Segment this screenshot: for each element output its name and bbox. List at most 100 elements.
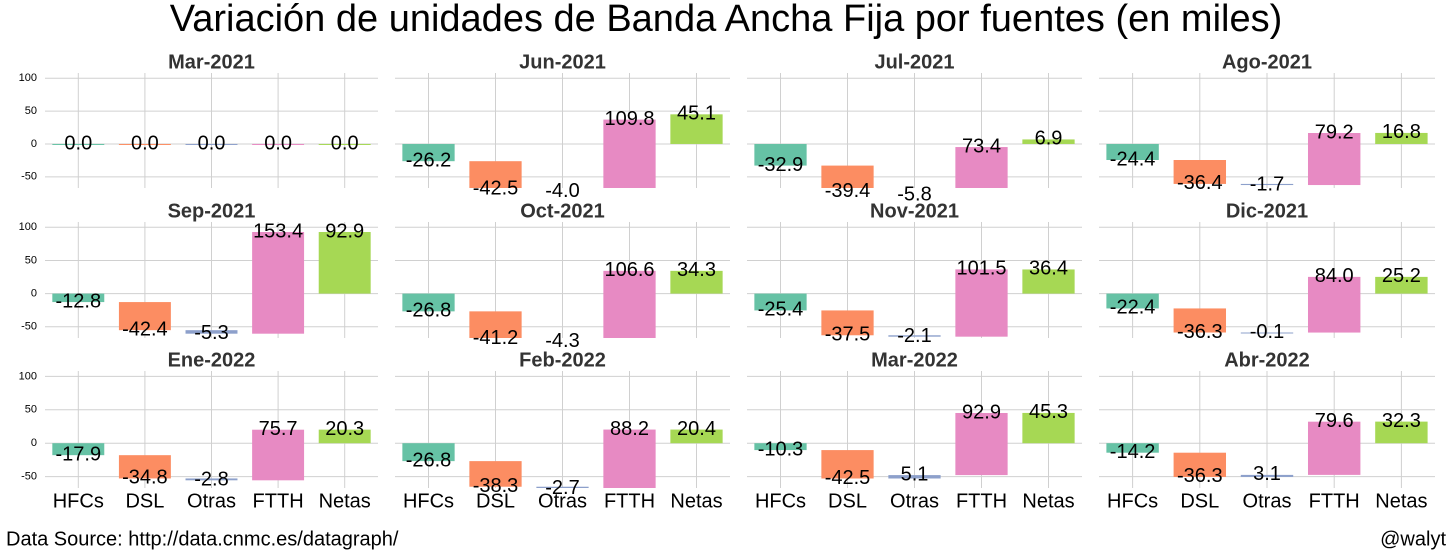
bar <box>252 429 305 481</box>
value-label: 92.9 <box>962 401 1001 423</box>
value-label: 20.3 <box>325 418 364 440</box>
value-label: -42.4 <box>122 318 168 340</box>
y-tick-label: 100 <box>19 72 37 84</box>
bar <box>1240 474 1294 477</box>
value-label: 0.0 <box>131 132 159 154</box>
panel-title: Mar-2022 <box>871 349 958 371</box>
x-tick-label: HFCs <box>755 490 806 512</box>
value-label: 75.7 <box>259 418 298 440</box>
bar <box>52 143 105 145</box>
value-label: -14.2 <box>1110 441 1156 463</box>
panel: Jul-2021 -32.9 -39.4 -5.8 73.4 6.9 <box>747 51 1082 206</box>
bar <box>252 143 305 145</box>
x-tick-label: FTTH <box>1309 490 1360 512</box>
x-tick-label: HFCs <box>403 490 454 512</box>
value-label: 32.3 <box>1382 410 1421 432</box>
bars <box>1106 421 1428 477</box>
value-label: 84.0 <box>1315 265 1354 287</box>
value-label: 0.0 <box>264 132 292 154</box>
bar <box>1375 421 1428 444</box>
bar <box>603 119 656 188</box>
panel: -50 0 50 100 Mar-2021 0.0 0.0 0.0 0.0 0.0 <box>19 51 378 188</box>
bars <box>52 143 371 145</box>
bar <box>670 429 723 444</box>
panel: Abr-2022 -14.2 HFCs -36.3 DSL 3.1 Otras 79.6 FTT… <box>1099 349 1435 512</box>
bars <box>1106 132 1428 186</box>
x-tick-label: FTTH <box>604 490 655 512</box>
x-tick-label: DSL <box>1180 490 1219 512</box>
value-label: 79.6 <box>1315 410 1354 432</box>
value-label: -37.5 <box>825 324 871 346</box>
bar <box>1173 452 1227 477</box>
bar <box>888 475 941 479</box>
bar <box>118 143 171 145</box>
value-label: 92.9 <box>325 220 364 242</box>
bar <box>1106 143 1159 161</box>
value-label: -17.9 <box>56 443 102 465</box>
panel-title: Abr-2022 <box>1224 349 1310 371</box>
bar <box>402 143 455 162</box>
value-label: -4.0 <box>545 180 579 202</box>
value-label: -24.4 <box>1110 148 1156 170</box>
bar <box>821 165 874 188</box>
bar <box>1022 412 1075 444</box>
panel: Oct-2021 -26.8 -41.2 -4.3 106.6 34.3 <box>395 200 730 352</box>
value-label: -34.8 <box>122 467 168 489</box>
bar <box>469 461 522 487</box>
panel-title: Jul-2021 <box>874 51 954 73</box>
bars <box>402 429 723 488</box>
value-label: 0.0 <box>331 132 359 154</box>
bar <box>318 232 371 294</box>
value-label: -5.8 <box>897 184 931 206</box>
bar <box>402 293 455 312</box>
bar <box>754 143 807 166</box>
x-tick-label: Otras <box>1243 490 1292 512</box>
panel-title: Ago-2021 <box>1222 51 1312 73</box>
bars <box>402 114 723 188</box>
bar <box>318 143 371 145</box>
x-tick-label: DSL <box>125 490 164 512</box>
value-label: 20.4 <box>677 418 716 440</box>
bar <box>754 443 807 451</box>
value-label: -41.2 <box>473 327 519 349</box>
value-label: 34.3 <box>677 259 716 281</box>
value-label: 0.0 <box>64 132 92 154</box>
y-tick-label: -50 <box>21 171 37 183</box>
value-label: -22.4 <box>1110 297 1156 319</box>
x-tick-label: FTTH <box>253 490 304 512</box>
bar <box>252 232 305 334</box>
bar <box>318 429 371 444</box>
value-label: 88.2 <box>610 418 649 440</box>
source: Data Source: http://data.cnmc.es/datagra… <box>6 528 399 550</box>
bar <box>185 143 238 145</box>
y-tick-label: 0 <box>31 287 37 299</box>
value-label: -38.3 <box>473 475 519 497</box>
value-label: 16.8 <box>1382 121 1421 143</box>
bar <box>1173 160 1227 184</box>
panel-title: Sep-2021 <box>168 200 256 222</box>
bar <box>185 330 238 334</box>
bar <box>670 114 723 144</box>
bar <box>1375 276 1428 294</box>
value-label: -2.7 <box>545 477 579 499</box>
bar <box>1240 332 1294 334</box>
y-tick-label: 0 <box>31 437 37 449</box>
bar <box>469 161 522 188</box>
value-label: 5.1 <box>901 463 929 485</box>
panel: Jun-2021 -26.2 -42.5 -4.0 109.8 45.1 <box>395 51 730 202</box>
bar <box>402 443 455 462</box>
bar <box>821 450 874 479</box>
bar <box>1307 421 1361 475</box>
chart-title: Variación de unidades de Banda Ancha Fij… <box>170 0 1283 40</box>
x-tick-label: FTTH <box>956 490 1007 512</box>
panel: Ago-2021 -24.4 -36.4 -1.7 79.2 16.8 <box>1099 51 1435 195</box>
value-label: -42.5 <box>825 467 871 489</box>
bar <box>1375 132 1428 144</box>
x-tick-label: DSL <box>828 490 867 512</box>
panel-title: Oct-2021 <box>520 200 605 222</box>
panel: Nov-2021 -25.4 -37.5 -2.1 101.5 36.4 <box>747 200 1082 347</box>
value-label: 153.4 <box>253 220 303 242</box>
x-tick-label: DSL <box>476 490 515 512</box>
bar <box>955 147 1008 188</box>
